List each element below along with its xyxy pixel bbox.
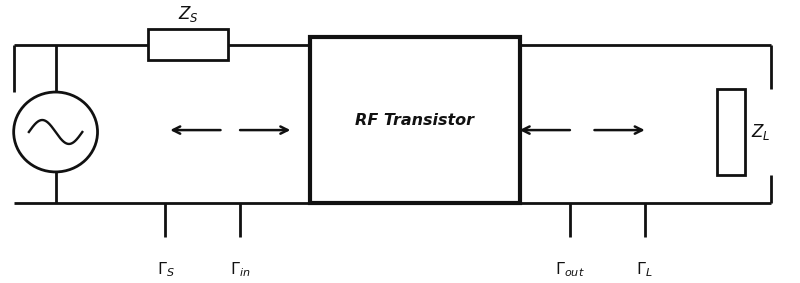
Bar [149, 29, 228, 60]
Text: $\Gamma_L$: $\Gamma_L$ [636, 260, 653, 279]
Text: $\Gamma_{out}$: $\Gamma_{out}$ [555, 260, 585, 279]
Bar [310, 37, 520, 203]
Text: $\Gamma_S$: $\Gamma_S$ [157, 260, 174, 279]
Text: $\Gamma_{in}$: $\Gamma_{in}$ [230, 260, 250, 279]
Bar [718, 89, 746, 175]
Text: $Z_S$: $Z_S$ [178, 4, 198, 23]
Text: RF Transistor: RF Transistor [355, 113, 474, 128]
Text: $Z_L$: $Z_L$ [751, 122, 771, 142]
